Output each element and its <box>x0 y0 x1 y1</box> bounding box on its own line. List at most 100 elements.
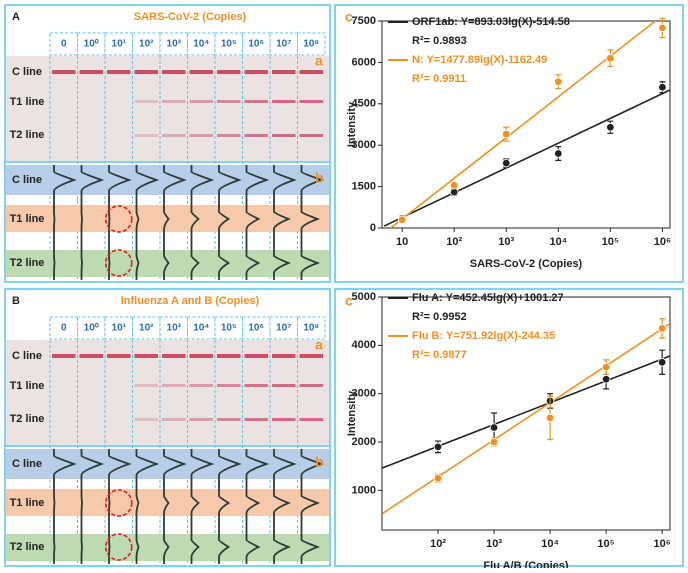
intensity-curve <box>190 449 215 564</box>
data-point <box>601 374 611 384</box>
column-cell <box>159 316 188 340</box>
column-cell <box>187 316 216 340</box>
highlight-circle <box>104 205 133 233</box>
intensity-curve <box>163 165 187 280</box>
column-cell <box>269 316 298 340</box>
c-band <box>217 354 241 358</box>
column-label: 10⁶ <box>248 323 264 334</box>
x-axis-label: Flu A/B (Copies) <box>483 560 568 568</box>
fit-line <box>383 89 670 227</box>
y-tick-label: 1500 <box>352 181 376 193</box>
intensity-curve <box>300 449 325 564</box>
sub-label: a <box>315 53 323 69</box>
y-tick-label: 1000 <box>352 484 376 496</box>
c-band <box>299 354 323 358</box>
test-band <box>299 134 323 137</box>
c-band <box>189 354 213 358</box>
row-label: C line <box>12 66 42 78</box>
x-tick-label: 10³ <box>498 236 514 248</box>
row-label: C line <box>12 458 42 470</box>
y-tick-label: 4000 <box>352 339 376 351</box>
legend-r2: R²= 0.9877 <box>412 349 467 361</box>
column-cell <box>214 32 243 56</box>
column-cell <box>269 32 298 56</box>
column-cell <box>77 316 106 340</box>
c-band <box>272 70 296 74</box>
x-tick-label: 10⁵ <box>597 538 614 550</box>
legend-label: ORF1ab: Y=893.03lg(X)-514.58 <box>412 16 570 28</box>
column-label: 10¹ <box>112 323 127 334</box>
test-band <box>244 418 268 421</box>
panel-label: c <box>345 9 353 25</box>
test-band <box>162 100 186 103</box>
test-band <box>299 384 323 387</box>
c-band <box>189 70 213 74</box>
column-cell <box>49 32 78 56</box>
y-tick-label: 4500 <box>352 98 376 110</box>
row-label: T1 line <box>10 497 45 509</box>
header-bg <box>6 6 329 32</box>
intensity-curve <box>135 449 160 564</box>
x-tick-label: 10⁶ <box>654 538 671 550</box>
fit-line <box>382 322 670 515</box>
column-cell <box>77 32 106 56</box>
data-point <box>657 358 667 367</box>
row-label: C line <box>12 350 42 362</box>
x-axis-label: SARS-CoV-2 (Copies) <box>470 258 583 270</box>
column-label: 10⁵ <box>221 323 237 334</box>
highlight-circle <box>104 533 133 561</box>
data-point <box>606 54 615 63</box>
plot-frame <box>381 296 671 531</box>
plot-frame <box>381 20 671 229</box>
column-label: 0 <box>61 39 67 50</box>
column-label: 10⁸ <box>303 323 319 334</box>
test-band <box>162 418 186 421</box>
data-point <box>450 187 459 197</box>
plot-area <box>383 21 670 228</box>
column-label: 10² <box>139 323 154 334</box>
column-cell <box>297 316 326 340</box>
test-band <box>244 134 268 137</box>
column-label: 10⁸ <box>303 39 319 50</box>
test-band <box>189 384 213 387</box>
test-band <box>244 384 268 387</box>
x-tick-label: 10² <box>430 538 446 550</box>
column-label: 10⁰ <box>84 323 99 334</box>
intensity-curve <box>300 165 325 280</box>
column-cell <box>49 316 78 340</box>
x-tick-label: 10⁶ <box>654 236 671 248</box>
y-tick-label: 2000 <box>352 436 376 448</box>
header-bg <box>6 290 329 316</box>
column-cell <box>104 316 133 340</box>
test-band <box>217 384 241 387</box>
column-label: 10² <box>139 39 154 50</box>
column-cell <box>104 32 133 56</box>
x-tick-label: 10³ <box>486 538 502 550</box>
c-band <box>134 354 158 358</box>
test-band <box>244 100 268 103</box>
data-point <box>397 215 407 224</box>
test-band <box>162 134 186 137</box>
column-label: 10⁷ <box>276 39 291 50</box>
column-cell <box>132 32 161 56</box>
data-point <box>658 23 667 33</box>
column-cell <box>242 316 271 340</box>
panel-label: B <box>12 295 20 307</box>
row-label: T2 line <box>10 257 45 269</box>
column-label: 10⁵ <box>221 39 237 50</box>
highlight-circle <box>104 249 133 277</box>
sub-label: b <box>315 170 324 186</box>
x-tick-label: 10⁵ <box>602 236 619 248</box>
legend-label: Flu A: Y=452.45lg(X)+1001.27 <box>412 292 564 304</box>
row-label: C line <box>12 174 42 186</box>
test-band <box>189 134 213 137</box>
y-tick-label: 3000 <box>352 139 376 151</box>
y-tick-label: 6000 <box>352 56 376 68</box>
panel-label: A <box>12 11 20 23</box>
data-point <box>554 149 563 158</box>
data-point <box>450 181 459 190</box>
row-label: T1 line <box>10 380 45 392</box>
x-tick-label: 10² <box>446 236 462 248</box>
x-tick-label: 10 <box>396 236 408 248</box>
